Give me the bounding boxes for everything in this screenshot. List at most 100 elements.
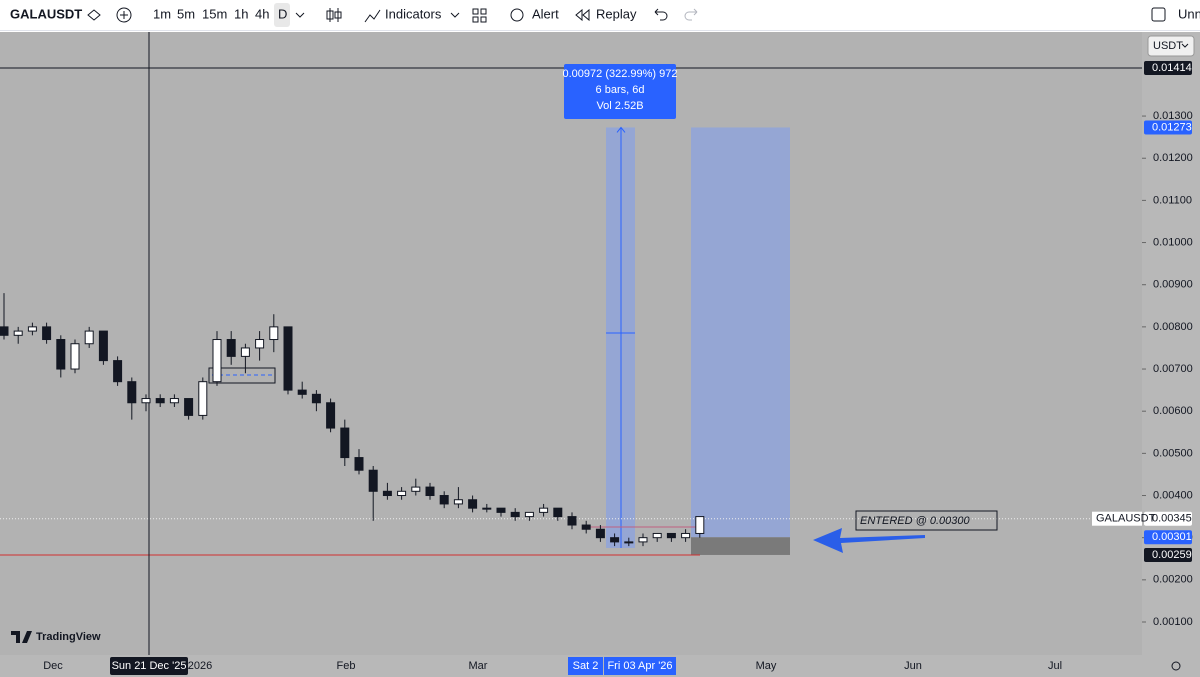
x-tick-label: Jun xyxy=(904,660,922,672)
y-tick-label: 0.01200 xyxy=(1153,152,1193,164)
measure-date: Sat 2 xyxy=(573,660,599,672)
candle-body xyxy=(652,532,662,539)
candle-body xyxy=(283,326,293,391)
measure-date-bg xyxy=(604,657,676,675)
replay[interactable]: Replay xyxy=(596,6,637,21)
stop-price-bg xyxy=(1144,547,1192,562)
entry-price-bg xyxy=(1144,530,1192,545)
measure-date-bg xyxy=(568,657,603,675)
interval[interactable]: 4h xyxy=(255,6,269,21)
undo[interactable] xyxy=(654,8,668,21)
candle-body xyxy=(368,469,378,492)
y-tick-label: 0.00400 xyxy=(1153,489,1193,501)
candle-body xyxy=(212,339,222,383)
candle-body xyxy=(453,499,463,505)
replay-icon xyxy=(575,8,590,22)
candle-body xyxy=(255,339,265,349)
interval[interactable]: 15m xyxy=(202,6,227,21)
candle-body xyxy=(27,326,37,332)
add-symbol-plus xyxy=(120,11,128,19)
candle-body xyxy=(98,330,108,362)
crosshair-date-bg xyxy=(110,657,188,675)
x-tick-label: 2026 xyxy=(188,660,212,672)
candle-body xyxy=(127,381,137,404)
currency[interactable]: USDT xyxy=(1153,40,1183,52)
measure-arrow-head xyxy=(616,126,626,133)
last-price-bg xyxy=(1144,511,1192,526)
target-zone xyxy=(691,127,790,538)
candle-body xyxy=(113,360,123,383)
candle-body xyxy=(70,343,80,370)
crosshair-price-bg xyxy=(1144,61,1192,75)
measure-text: Vol 2.52B xyxy=(596,100,643,112)
symbol[interactable]: GALAUSDT xyxy=(10,6,82,21)
y-tick-label: 0.00700 xyxy=(1153,363,1193,375)
currency-button[interactable] xyxy=(1147,35,1195,57)
y-tick-label: 0.00800 xyxy=(1153,321,1193,333)
candle-body xyxy=(0,326,9,336)
candle-body xyxy=(595,528,605,539)
candle-body xyxy=(567,516,577,526)
candle-body xyxy=(610,537,620,543)
candle-body xyxy=(482,507,492,510)
candle-body xyxy=(666,532,676,539)
intervals: 1m 5m 15m 1h 4h D xyxy=(153,6,287,21)
y-tick-label: 0.00600 xyxy=(1153,405,1193,417)
redo[interactable] xyxy=(684,8,698,21)
settings[interactable] xyxy=(1171,661,1181,671)
candle-body xyxy=(425,486,435,497)
x-tick-label: May xyxy=(756,660,777,672)
candle-body xyxy=(42,326,52,341)
candle-body xyxy=(13,330,23,336)
candle-body xyxy=(169,398,179,404)
templates[interactable] xyxy=(472,8,487,23)
candle-body xyxy=(311,393,321,404)
alert-icon xyxy=(510,8,524,22)
stop-zone xyxy=(691,537,790,555)
alert[interactable]: Alert xyxy=(532,6,559,21)
crosshair-price: 0.01414 xyxy=(1152,62,1192,74)
candle-body xyxy=(297,389,307,395)
annotation-box xyxy=(855,510,998,531)
candle-body xyxy=(624,541,634,544)
x-tick-label: Jul xyxy=(1048,660,1062,672)
candle-body xyxy=(155,398,165,404)
candle-body xyxy=(226,339,236,357)
indicators[interactable]: Indicators xyxy=(385,6,442,21)
y-tick-label: 0.00200 xyxy=(1153,574,1193,586)
interval[interactable]: 1h xyxy=(234,6,248,21)
candle-body xyxy=(468,499,478,509)
chart-pane xyxy=(0,32,1142,655)
symbol-label: GALAUSDT xyxy=(1096,513,1156,525)
add-symbol[interactable] xyxy=(116,7,132,23)
candle-body xyxy=(439,495,449,505)
y-tick-label: 0.00500 xyxy=(1153,447,1193,459)
x-tick-label: Dec xyxy=(43,660,63,672)
layout-name[interactable]: Unn xyxy=(1178,6,1200,21)
measure-date: Fri 03 Apr '26 xyxy=(607,660,672,672)
candle-body xyxy=(354,457,364,471)
watermark: TradingView xyxy=(36,631,101,643)
arrow xyxy=(813,528,925,553)
watermark-logo xyxy=(11,631,32,643)
interval[interactable]: 5m xyxy=(177,6,195,21)
symbol-icon[interactable] xyxy=(87,9,101,21)
x-tick-label: Mar xyxy=(469,660,488,672)
measure-text: 6 bars, 6d xyxy=(596,84,645,96)
chart-type[interactable] xyxy=(326,8,342,22)
candle-body xyxy=(184,398,194,416)
interval-menu[interactable] xyxy=(295,12,305,18)
candle-body xyxy=(581,524,591,530)
entry-price: 0.00301 xyxy=(1152,531,1192,543)
annotation: ENTERED @ 0.00300 xyxy=(860,515,970,527)
toolbar xyxy=(0,0,1200,30)
plot: 0.001000.002000.003000.004000.005000.006… xyxy=(0,32,1193,675)
range-box xyxy=(208,367,276,384)
candle-body xyxy=(84,330,94,345)
interval[interactable]: 1m xyxy=(153,6,171,21)
indicators-menu[interactable] xyxy=(450,12,460,18)
x-tick-label: Feb xyxy=(337,660,356,672)
interval[interactable]: D xyxy=(278,6,287,21)
candle-body xyxy=(56,339,66,370)
